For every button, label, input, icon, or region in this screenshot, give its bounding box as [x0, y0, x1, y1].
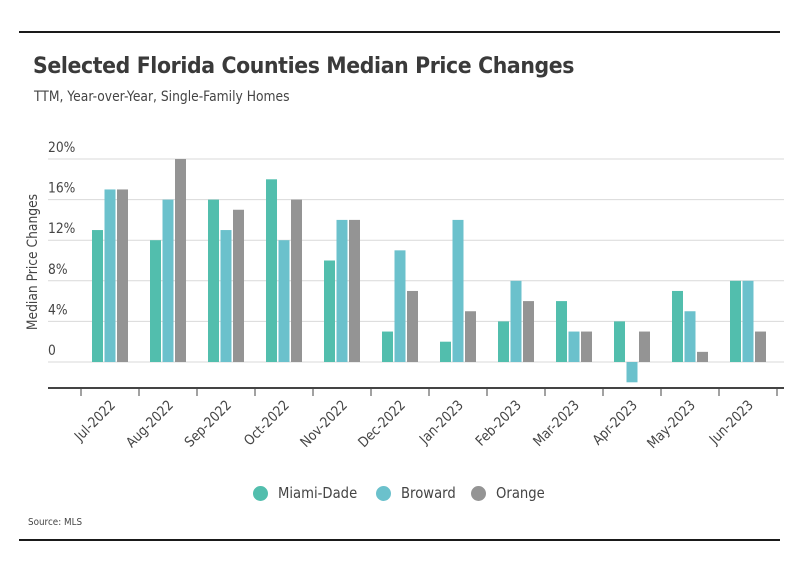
bar-broward: [510, 280, 522, 362]
bar-miami-dade: [92, 230, 103, 362]
bar-orange: [697, 351, 708, 362]
y-axis-label: Median Price Changes: [25, 194, 41, 330]
x-tick-label: Apr-2023: [590, 398, 641, 449]
chart-title: Selected Florida Counties Median Price C…: [33, 54, 575, 79]
bar-orange: [233, 209, 244, 362]
bar-broward: [394, 250, 406, 362]
legend: Miami-Dade Broward Orange: [0, 484, 798, 502]
bar-broward: [220, 230, 232, 362]
x-tick-label: Nov-2022: [298, 398, 351, 451]
y-tick-label: 4%: [48, 303, 68, 319]
x-tick-label: Feb-2023: [473, 398, 525, 450]
bars: [92, 159, 766, 383]
x-tick-label: Jun-2023: [706, 398, 757, 449]
legend-item-miami-dade[interactable]: Miami-Dade: [252, 484, 362, 502]
bar-broward: [568, 331, 580, 362]
top-rule: [19, 31, 780, 33]
bar-miami-dade: [440, 341, 451, 362]
bar-orange: [291, 199, 302, 362]
bar-orange: [755, 331, 766, 362]
bar-miami-dade: [324, 260, 335, 362]
bar-broward: [336, 219, 348, 362]
legend-marker-icon: [375, 485, 391, 501]
y-tick-label: 0: [48, 343, 56, 359]
y-tick-label: 20%: [48, 140, 75, 156]
x-tick-label: Oct-2022: [241, 398, 293, 450]
y-tick-label: 16%: [48, 181, 75, 197]
legend-label: Orange: [495, 484, 545, 502]
legend-item-orange[interactable]: Orange: [470, 484, 545, 502]
bar-broward: [626, 362, 638, 383]
bar-broward: [162, 199, 174, 362]
bar-broward: [452, 219, 464, 362]
bar-miami-dade: [730, 280, 741, 362]
bar-orange: [523, 301, 534, 362]
chart-subtitle: TTM, Year-over-Year, Single-Family Homes: [34, 89, 290, 105]
x-tick-label: Jul-2022: [71, 398, 119, 446]
legend-marker-icon: [470, 485, 486, 501]
bar-miami-dade: [266, 179, 277, 362]
bar-miami-dade: [556, 301, 567, 362]
x-tick-label: Sep-2022: [182, 398, 235, 451]
legend-marker-icon: [252, 485, 268, 501]
bar-miami-dade: [382, 331, 393, 362]
bar-broward: [742, 280, 754, 362]
bar-miami-dade: [672, 290, 683, 362]
bar-broward: [278, 240, 290, 362]
y-axis-ticks: 0 4% 8% 12% 16% 20%: [48, 140, 75, 359]
x-tick-label: Mar-2023: [531, 398, 583, 450]
bar-broward: [104, 189, 116, 362]
source-note: Source: MLS: [28, 517, 83, 528]
legend-label: Miami-Dade: [277, 484, 357, 502]
bar-miami-dade: [150, 240, 161, 362]
y-tick-label: 12%: [48, 222, 75, 238]
x-tick-label: May-2023: [645, 398, 699, 452]
bar-orange: [117, 189, 128, 362]
bar-broward: [684, 311, 696, 362]
x-tick-label: Jan-2023: [416, 398, 467, 449]
bar-chart: 0 4% 8% 12% 16% 20% Jul-2022 Aug-2022 Sep-2022 O…: [25, 140, 784, 452]
bar-miami-dade: [208, 199, 219, 362]
bar-orange: [581, 331, 592, 362]
x-axis: Jul-2022 Aug-2022 Sep-2022 Oct-2022 Nov-2022…: [48, 387, 784, 452]
bar-orange: [465, 311, 476, 362]
bar-miami-dade: [614, 321, 625, 362]
bar-orange: [175, 159, 186, 362]
bar-miami-dade: [498, 321, 509, 362]
legend-item-broward[interactable]: Broward: [375, 484, 457, 502]
legend-label: Broward: [400, 484, 456, 502]
x-tick-label: Aug-2022: [123, 398, 177, 452]
y-tick-label: 8%: [48, 262, 68, 278]
bar-orange: [407, 290, 418, 362]
bar-orange: [349, 219, 360, 362]
bottom-rule: [19, 539, 780, 541]
bar-orange: [639, 331, 650, 362]
x-tick-label: Dec-2022: [356, 398, 409, 451]
